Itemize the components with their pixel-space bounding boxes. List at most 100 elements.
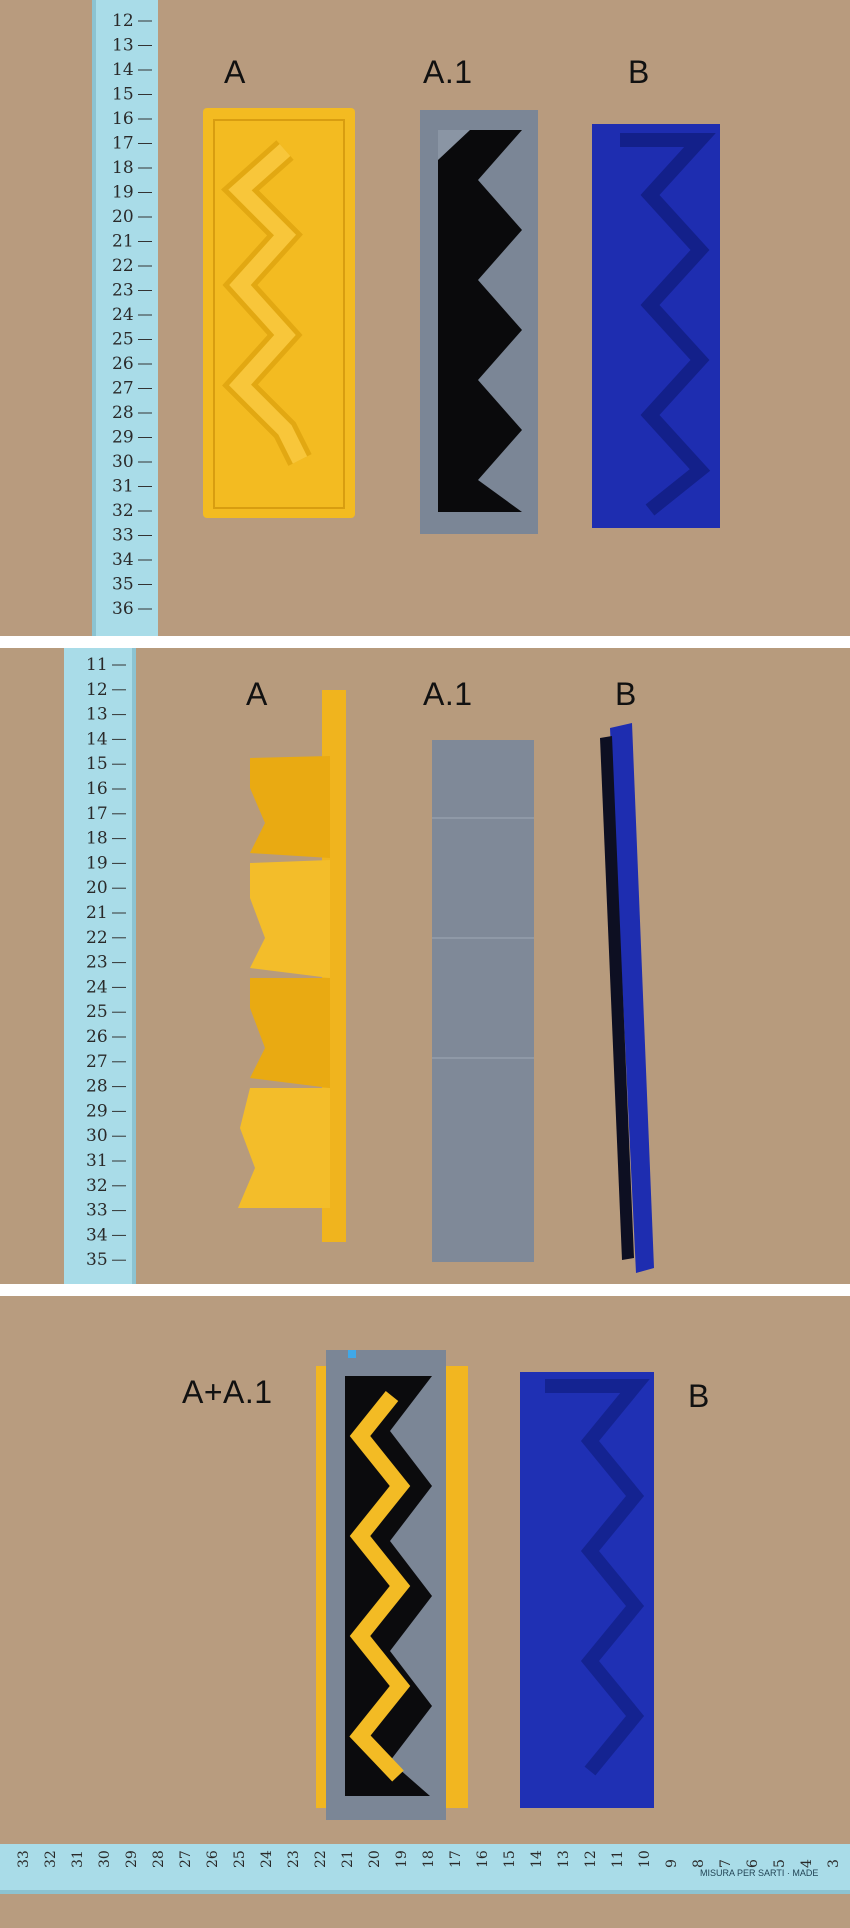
assembled-view-scene: 33 32 31 30 29 28 27 26 25 24 23 22 21 20 19 18 17 16 15 14… <box>0 1296 850 1928</box>
label-part-b: B <box>615 676 637 712</box>
assembled-part-a-a1 <box>316 1350 468 1820</box>
ruler-tick-label: 16 <box>86 779 108 799</box>
ruler-tick-label: 26 <box>112 354 134 374</box>
blue-part-b <box>592 124 720 528</box>
ruler-tick-label: 27 <box>178 1850 194 1868</box>
ruler-tick-label: 15 <box>112 85 134 105</box>
ruler-tick-label: 15 <box>86 754 108 774</box>
measuring-tape-vertical: 12 13 14 15 16 17 18 19 20 21 22 23 24 25 26 27 28 29 30 31… <box>92 0 158 636</box>
ruler-tick-label: 32 <box>86 1176 108 1196</box>
ruler-tick-label: 3 <box>826 1859 842 1868</box>
ruler-tick-label: 27 <box>112 379 134 399</box>
ruler-tick-label: 20 <box>367 1850 383 1868</box>
label-part-a: A <box>224 54 246 90</box>
blue-part-b-side <box>600 723 654 1273</box>
ruler-tick-label: 22 <box>313 1850 329 1868</box>
ruler-tick-label: 8 <box>691 1859 707 1868</box>
measuring-tape-vertical: 11 12 13 14 15 16 17 18 19 20 21 22 23 24 25 26 27 28 29 30… <box>64 648 136 1284</box>
ruler-tick-label: 35 <box>86 1250 108 1270</box>
ruler-tick-label: 16 <box>475 1850 491 1868</box>
photo-panel-top: 12 13 14 15 16 17 18 19 20 21 22 23 24 25 26 27 28 29 30 31… <box>0 0 850 640</box>
ruler-tick-label: 22 <box>112 256 134 276</box>
ruler-tick-label: 36 <box>112 599 134 619</box>
measuring-tape-horizontal: 33 32 31 30 29 28 27 26 25 24 23 22 21 20 19 18 17 16 15 14… <box>0 1844 850 1894</box>
label-part-b: B <box>628 54 650 90</box>
ruler-tick-label: 31 <box>70 1850 86 1868</box>
ruler-tick-label: 23 <box>86 953 108 973</box>
ruler-tick-label: 14 <box>529 1850 545 1868</box>
ruler-tick-label: 13 <box>556 1850 572 1868</box>
tape-brand-text: MISURA PER SARTI · MADE <box>700 1868 819 1878</box>
ruler-tick-label: 23 <box>112 281 134 301</box>
ruler-tick-label: 23 <box>286 1850 302 1868</box>
ruler-tick-label: 33 <box>86 1201 108 1221</box>
side-view-scene: 11 12 13 14 15 16 17 18 19 20 21 22 23 24 25 26 27 28 29 30… <box>0 648 850 1288</box>
ruler-tick-label: 24 <box>112 305 134 325</box>
ruler-tick-label: 14 <box>112 60 134 80</box>
ruler-tick-label: 19 <box>86 853 108 873</box>
ruler-tick-label: 9 <box>664 1859 680 1868</box>
ruler-tick-label: 20 <box>86 878 108 898</box>
ruler-tick-label: 32 <box>112 501 134 521</box>
ruler-tick-label: 18 <box>86 829 108 849</box>
ruler-tick-label: 31 <box>86 1151 108 1171</box>
yellow-part-a <box>203 108 355 518</box>
ruler-tick-label: 12 <box>583 1850 599 1868</box>
ruler-tick-label: 30 <box>112 452 134 472</box>
label-part-a: A <box>246 676 268 712</box>
ruler-tick-label: 21 <box>86 903 108 923</box>
ruler-tick-label: 26 <box>86 1027 108 1047</box>
ruler-tick-label: 4 <box>799 1859 815 1868</box>
ruler-tick-label: 26 <box>205 1850 221 1868</box>
ruler-tick-label: 13 <box>112 36 134 56</box>
ruler-tick-label: 17 <box>112 134 134 154</box>
label-part-a1: A.1 <box>423 54 473 90</box>
ruler-tick-label: 21 <box>340 1850 356 1868</box>
ruler-tick-label: 24 <box>259 1850 275 1868</box>
ruler-tick-label: 30 <box>86 1126 108 1146</box>
ruler-tick-label: 6 <box>745 1859 761 1868</box>
ruler-tick-label: 25 <box>112 330 134 350</box>
ruler-tick-label: 24 <box>86 977 108 997</box>
grey-part-a1 <box>420 110 538 534</box>
ruler-tick-label: 12 <box>112 11 134 31</box>
ruler-tick-label: 31 <box>112 477 134 497</box>
ruler-tick-label: 29 <box>124 1850 140 1868</box>
photo-panel-middle: 11 12 13 14 15 16 17 18 19 20 21 22 23 24 25 26 27 28 29 30… <box>0 648 850 1288</box>
ruler-tick-label: 29 <box>86 1101 108 1121</box>
ruler-tick-label: 19 <box>112 183 134 203</box>
ruler-tick-label: 33 <box>112 526 134 546</box>
ruler-tick-label: 22 <box>86 928 108 948</box>
ruler-tick-label: 34 <box>86 1225 108 1245</box>
label-assembled-a-a1: A+A.1 <box>182 1374 273 1410</box>
ruler-tick-label: 18 <box>112 158 134 178</box>
ruler-tick-label: 34 <box>112 550 134 570</box>
ruler-tick-label: 28 <box>86 1077 108 1097</box>
ruler-tick-label: 14 <box>86 729 108 749</box>
ruler-tick-label: 17 <box>86 804 108 824</box>
top-view-scene: 12 13 14 15 16 17 18 19 20 21 22 23 24 25 26 27 28 29 30 31… <box>0 0 850 640</box>
ruler-tick-label: 30 <box>97 1850 113 1868</box>
ruler-tick-label: 19 <box>394 1850 410 1868</box>
ruler-tick-label: 10 <box>637 1850 653 1868</box>
ruler-tick-label: 5 <box>772 1859 788 1868</box>
ruler-tick-label: 29 <box>112 428 134 448</box>
ruler-tick-label: 15 <box>502 1850 518 1868</box>
ruler-tick-label: 20 <box>112 207 134 227</box>
ruler-tick-label: 32 <box>43 1850 59 1868</box>
ruler-tick-label: 25 <box>232 1850 248 1868</box>
ruler-tick-label: 28 <box>112 403 134 423</box>
ruler-tick-label: 13 <box>86 705 108 725</box>
panel-divider <box>0 1284 850 1296</box>
blue-part-b <box>520 1372 654 1808</box>
grey-part-a1-side <box>432 740 534 1262</box>
ruler-tick-label: 35 <box>112 575 134 595</box>
ruler-tick-label: 11 <box>86 655 108 675</box>
ruler-tick-label: 28 <box>151 1850 167 1868</box>
ruler-tick-label: 7 <box>718 1859 734 1868</box>
label-part-b: B <box>688 1378 710 1414</box>
label-part-a1: A.1 <box>423 676 473 712</box>
ruler-tick-label: 25 <box>86 1002 108 1022</box>
ruler-tick-label: 11 <box>610 1850 626 1868</box>
ruler-tick-label: 27 <box>86 1052 108 1072</box>
